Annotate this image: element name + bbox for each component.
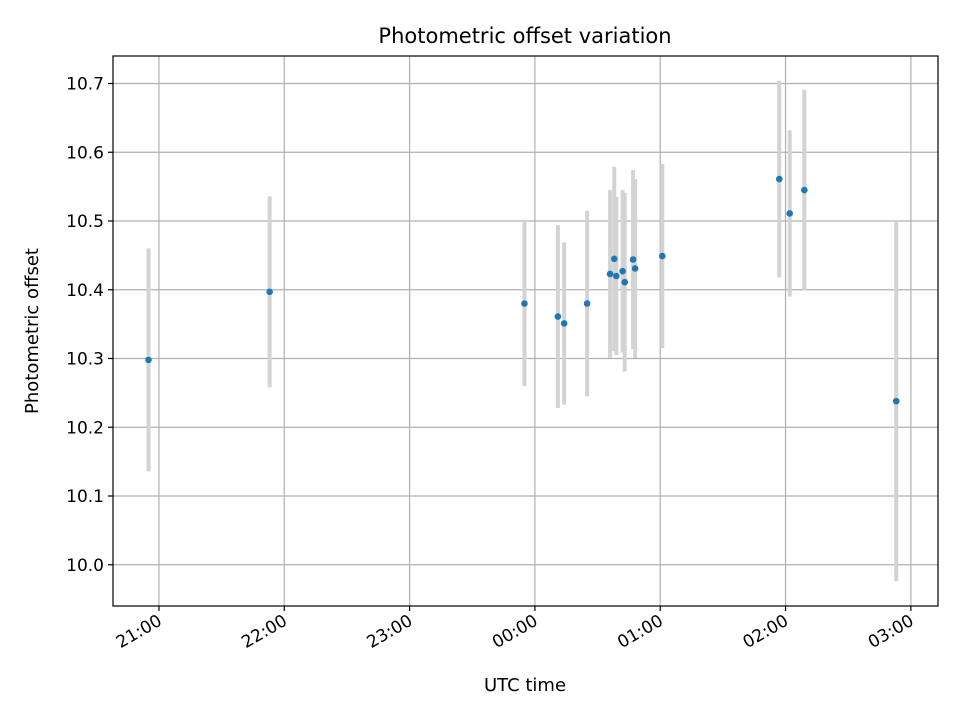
data-point — [786, 210, 794, 217]
data-point — [145, 356, 152, 364]
data-point — [610, 255, 618, 263]
chart-title: Photometric offset variation — [378, 24, 671, 48]
data-point — [560, 320, 568, 327]
x-tick-label: 22:00 — [238, 611, 290, 653]
y-tick-label: 10.5 — [66, 212, 104, 232]
x-tick-label: 02:00 — [740, 611, 792, 653]
data-point — [801, 186, 808, 194]
y-tick-label: 10.7 — [66, 75, 104, 95]
y-tick-label: 10.6 — [66, 143, 104, 163]
x-axis-label: UTC time — [484, 675, 566, 696]
plot-frame — [112, 55, 939, 607]
x-tick-label: 03:00 — [865, 611, 917, 653]
data-points — [145, 175, 900, 405]
data-point — [775, 175, 783, 183]
data-point — [266, 288, 273, 296]
data-point — [629, 256, 637, 263]
grid — [113, 56, 938, 606]
data-point — [621, 278, 629, 286]
y-tick-label: 10.2 — [66, 418, 104, 438]
x-tick-label: 01:00 — [614, 611, 666, 653]
data-point — [631, 265, 639, 272]
data-point — [583, 300, 591, 307]
y-axis: 10.0 10.1 10.2 10.3 10.4 10.5 10.6 10.7 — [66, 75, 113, 576]
y-tick-label: 10.1 — [66, 487, 104, 507]
x-tick-label: 00:00 — [489, 611, 541, 653]
data-point — [892, 397, 900, 405]
data-point — [619, 267, 626, 275]
y-tick-label: 10.4 — [66, 281, 104, 301]
y-axis-label: Photometric offset — [22, 248, 43, 414]
y-tick-label: 10.3 — [66, 350, 104, 370]
data-point — [659, 252, 666, 260]
data-point — [613, 272, 620, 280]
x-tick-label: 23:00 — [364, 611, 416, 653]
x-tick-label: 21:00 — [113, 611, 165, 653]
x-axis: 21:00 22:00 23:00 00:00 01:00 02:00 03:00 — [113, 606, 917, 653]
data-point — [521, 300, 528, 307]
data-point — [606, 270, 614, 278]
data-point — [554, 313, 562, 320]
y-tick-label: 10.0 — [66, 556, 104, 576]
